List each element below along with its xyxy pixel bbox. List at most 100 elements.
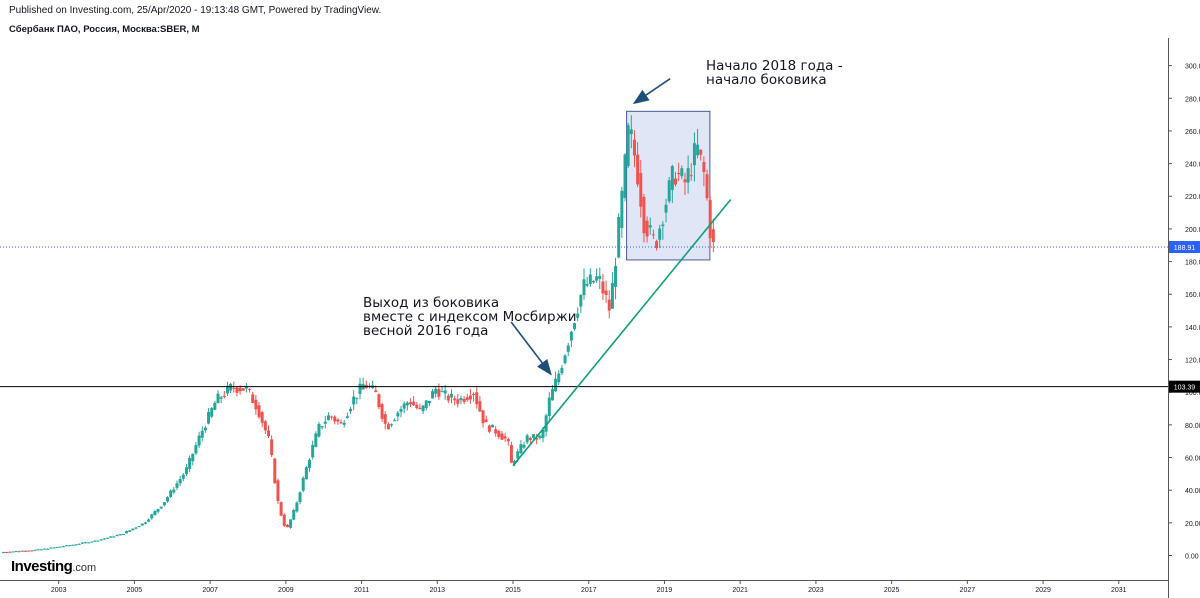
candle-body [670, 166, 674, 190]
annotation-text: Начало 2018 года - [706, 58, 843, 74]
candle-body [279, 502, 283, 516]
candle-body [699, 149, 703, 155]
candle-body [516, 451, 520, 459]
candle-body [604, 290, 608, 295]
candle-body [11, 551, 15, 553]
candle-body [399, 409, 403, 412]
candle-body [472, 393, 476, 396]
candle-body [74, 544, 78, 546]
candle-body [434, 388, 438, 394]
candle-body [528, 437, 532, 440]
candle-body [235, 387, 239, 393]
candle-body [80, 542, 84, 544]
y-tick-label: 220.00 [1185, 194, 1200, 201]
candle-body [295, 502, 299, 512]
candle-body [566, 345, 570, 352]
x-tick-label: 2021 [732, 587, 748, 594]
y-tick-label: 300.00 [1185, 64, 1200, 71]
candle-body [229, 383, 233, 391]
current-price-badge [1169, 241, 1200, 254]
candle-body [166, 497, 170, 502]
candle-body [241, 388, 245, 391]
candle-body [427, 400, 431, 404]
candle-body [708, 200, 712, 239]
candle-body [405, 402, 409, 406]
candle-body [137, 526, 141, 528]
candle-body [478, 401, 482, 412]
candle-body [118, 534, 122, 536]
candle-body [128, 530, 132, 532]
y-tick-label: 60.00 [1185, 456, 1200, 463]
candle-body [569, 331, 573, 341]
candle-body [588, 274, 592, 285]
candle-body [27, 550, 31, 552]
candle-body [437, 388, 441, 397]
candle-body [645, 220, 649, 237]
candle-body [380, 404, 384, 419]
x-tick-label: 2011 [354, 587, 369, 594]
x-tick-label: 2027 [960, 587, 976, 594]
candle-body [465, 397, 469, 401]
candle-body [415, 404, 419, 409]
candle-body [49, 547, 53, 549]
candle-body [358, 383, 362, 395]
candle-body [298, 492, 302, 502]
candle-body [680, 168, 684, 177]
y-tick-label: 140.00 [1185, 325, 1200, 332]
candle-body [93, 540, 97, 542]
candle-body [68, 545, 72, 547]
logo-suffix: .com [72, 562, 97, 574]
symbol-title: Сбербанк ПАО, Россия, Москва:SBER, M [9, 24, 200, 35]
candle-body [58, 546, 62, 548]
candle-body [147, 519, 151, 522]
candle-body [178, 478, 182, 484]
candle-body [509, 445, 513, 463]
y-tick-label: 240.00 [1185, 162, 1200, 169]
candle-body [257, 405, 261, 418]
candle-body [563, 355, 567, 364]
candle-body [213, 402, 217, 410]
candle-body [30, 550, 34, 552]
y-tick-label: 120.00 [1185, 358, 1200, 365]
y-tick-label: 260.00 [1185, 129, 1200, 136]
candle-body [150, 514, 154, 519]
candle-body [393, 420, 397, 422]
candle-body [396, 412, 400, 417]
candle-body [462, 399, 466, 402]
candle-body [219, 397, 223, 399]
candle-body [42, 548, 46, 550]
candle-body [102, 538, 106, 540]
annotation-text: Выход из боковика [363, 295, 499, 311]
candle-body [582, 279, 586, 296]
candle-body [620, 190, 624, 228]
candle-body [273, 458, 277, 484]
candle-body [610, 283, 614, 309]
y-tick-label: 200.00 [1185, 227, 1200, 234]
candle-body [8, 551, 12, 553]
x-tick-label: 2007 [202, 587, 218, 594]
annotation-arrow [632, 78, 671, 105]
candle-body [282, 514, 286, 526]
candle-body [333, 416, 337, 422]
candle-body [188, 457, 192, 470]
candle-body [560, 367, 564, 374]
candle-body [162, 502, 166, 506]
x-tick-label: 2031 [1111, 587, 1127, 594]
candle-body [210, 408, 214, 417]
candle-body [408, 402, 412, 405]
candle-body [377, 394, 381, 408]
x-tick-label: 2013 [430, 587, 446, 594]
candle-body [667, 180, 671, 202]
candle-body [475, 392, 479, 405]
candle-body [121, 533, 125, 535]
x-tick-label: 2005 [127, 587, 143, 594]
candle-body [402, 403, 406, 409]
candle-body [550, 389, 554, 401]
candle-body [449, 393, 453, 398]
candle-body [14, 551, 18, 553]
candle-body [374, 390, 378, 393]
x-tick-label: 2019 [657, 587, 673, 594]
candle-body [77, 543, 81, 545]
candle-body [61, 546, 65, 548]
